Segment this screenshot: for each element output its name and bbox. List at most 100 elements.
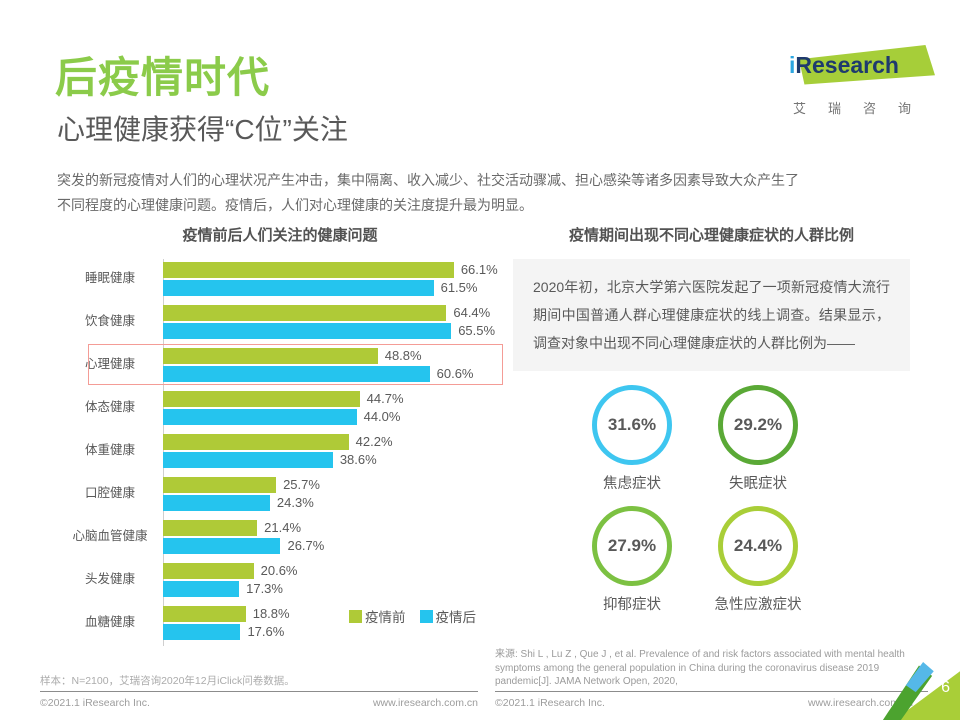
bar-value-label: 61.5% — [440, 280, 478, 295]
bar-value-label: 17.6% — [247, 624, 285, 639]
bar-pair: 25.7% 24.3% — [163, 475, 503, 512]
legend-label: 疫情后 — [435, 610, 477, 625]
bar-疫情前 — [163, 304, 447, 321]
legend-item: 疫情前 — [349, 606, 406, 626]
legend-swatch-icon — [349, 609, 362, 623]
copyright-left: ©2021.1 iResearch Inc. — [40, 697, 150, 709]
kpi-value: 24.4% — [733, 536, 783, 555]
kpi-circle-icon: 29.2% — [718, 385, 798, 465]
bar-value-label: 18.8% — [252, 606, 290, 621]
kpi-value: 27.9% — [607, 536, 657, 555]
bar-value-label: 25.7% — [283, 477, 320, 492]
category-label: 体态健康 — [84, 400, 135, 415]
bar-疫情后 — [163, 322, 452, 339]
footer-right: ©2021.1 iResearch Inc. www.iresearch.com… — [495, 697, 913, 709]
bar-疫情前 — [163, 562, 254, 579]
bar-pair: 20.6% 17.3% — [163, 561, 503, 598]
website-left: www.iresearch.com.cn — [372, 697, 478, 709]
bar-row: 血糖健康 18.8% 17.6% — [57, 601, 503, 644]
bar-疫情前 — [163, 433, 349, 450]
intro-paragraph: 突发的新冠疫情对人们的心理状况产生冲击，集中隔离、收入减少、社交活动骤减、担心感… — [57, 168, 917, 218]
bar-row: 饮食健康 64.4% 65.5% — [57, 300, 503, 343]
intro-line-1: 突发的新冠疫情对人们的心理状况产生冲击，集中隔离、收入减少、社交活动骤减、担心感… — [57, 172, 799, 188]
bar-疫情后 — [163, 451, 333, 468]
logo-brand-text: iResearch — [789, 52, 899, 79]
footer-divider-right — [495, 691, 928, 692]
kpi-value: 29.2% — [733, 415, 783, 434]
kpi-label: 失眠症状 — [729, 476, 787, 492]
footer-left: ©2021.1 iResearch Inc. www.iresearch.com… — [40, 697, 478, 709]
category-label: 饮食健康 — [84, 314, 135, 329]
bar-疫情后 — [163, 365, 430, 382]
footer-divider-left — [40, 691, 478, 692]
bar-value-label: 42.2% — [355, 434, 393, 449]
bar-value-label: 65.5% — [458, 323, 496, 338]
bar-row: 心理健康 48.8% 60.6% — [57, 343, 503, 386]
bar-pair: 66.1% 61.5% — [163, 260, 503, 297]
bar-chart-section: 疫情前后人们关注的健康问题 疫情前 疫情后 睡眠健康 66.1% 61.5% 饮食健康 6… — [57, 224, 503, 646]
website-right: www.iresearch.com.cn — [807, 697, 913, 709]
bar-value-label: 48.8% — [384, 348, 422, 363]
survey-note-box: 2020年初，北京大学第六医院发起了一项新冠疫情大流行期间中国普通人群心理健康症… — [513, 259, 910, 371]
bar-value-label: 21.4% — [264, 520, 302, 535]
bar-pair: 64.4% 65.5% — [163, 303, 503, 340]
bar-pair: 48.8% 60.6% — [163, 346, 503, 383]
bar-row: 心脑血管健康 21.4% 26.7% — [57, 515, 503, 558]
sample-note: 样本：N=2100，艾瑞咨询2020年12月iClick问卷数据。 — [40, 675, 295, 687]
iresearch-logo: iResearch 艾瑞咨询 — [783, 42, 939, 117]
bar-legend: 疫情前 疫情后 — [349, 606, 476, 626]
bar-row: 体态健康 44.7% 44.0% — [57, 386, 503, 429]
category-label: 心脑血管健康 — [72, 529, 148, 544]
bar-疫情后 — [163, 494, 270, 511]
kpi-cell: 27.9% 抑郁症状 — [569, 506, 695, 614]
bar-疫情后 — [163, 580, 240, 597]
bar-value-label: 66.1% — [460, 262, 498, 277]
kpi-section-title: 疫情期间出现不同心理健康症状的人群比例 — [568, 227, 854, 244]
bar-疫情后 — [163, 537, 281, 554]
logo-brand-rest: Research — [795, 52, 899, 78]
category-label: 血糖健康 — [84, 615, 135, 630]
bar-疫情后 — [163, 279, 434, 296]
kpi-label: 焦虑症状 — [603, 476, 661, 492]
bar-value-label: 44.0% — [363, 409, 401, 424]
bar-value-label: 24.3% — [276, 495, 314, 510]
bar-row: 头发健康 20.6% 17.3% — [57, 558, 503, 601]
copyright-right: ©2021.1 iResearch Inc. — [495, 697, 605, 709]
kpi-section: 疫情期间出现不同心理健康症状的人群比例 2020年初，北京大学第六医院发起了一项… — [513, 224, 910, 627]
page-subtitle: 心理健康获得“C位”关注 — [57, 114, 348, 145]
page-title: 后疫情时代 — [55, 54, 271, 101]
bar-疫情前 — [163, 390, 360, 407]
kpi-cell: 29.2% 失眠症状 — [695, 385, 821, 493]
bar-value-label: 44.7% — [366, 391, 404, 406]
bar-pair: 18.8% 17.6% — [163, 604, 503, 641]
legend-label: 疫情前 — [365, 610, 406, 625]
category-label: 口腔健康 — [84, 486, 135, 501]
bar-row: 口腔健康 25.7% 24.3% — [57, 472, 503, 515]
logo-brand-i: i — [789, 52, 796, 78]
kpi-label: 急性应激症状 — [714, 597, 802, 613]
logo-chinese-name: 艾瑞咨询 — [793, 101, 934, 116]
kpi-circle-icon: 24.4% — [718, 506, 798, 586]
bar-疫情后 — [163, 623, 241, 640]
bar-疫情前 — [163, 476, 277, 493]
bar-pair: 21.4% 26.7% — [163, 518, 503, 555]
intro-line-2: 不同程度的心理健康问题。疫情后，人们对心理健康的关注度提升最为明显。 — [57, 197, 533, 213]
bar-value-label: 17.3% — [246, 581, 283, 596]
bar-疫情前 — [163, 261, 454, 278]
bar-value-label: 60.6% — [436, 366, 474, 381]
logo-mark: iResearch — [783, 42, 939, 90]
legend-swatch-icon — [419, 609, 433, 623]
bar-疫情前 — [163, 519, 258, 536]
kpi-grid: 31.6% 焦虑症状 29.2% 失眠症状 27.9% 抑郁症状 24.4% 急性应激症状 — [569, 385, 821, 627]
category-label: 心理健康 — [84, 357, 135, 372]
bar-pair: 42.2% 38.6% — [163, 432, 503, 469]
bar-value-label: 38.6% — [339, 452, 377, 467]
bar-疫情前 — [163, 347, 378, 364]
legend-item: 疫情后 — [419, 606, 477, 626]
bar-row: 睡眠健康 66.1% 61.5% — [57, 257, 503, 300]
bar-chart-body: 疫情前 疫情后 睡眠健康 66.1% 61.5% 饮食健康 64.4% 65.5% 心理健康 4… — [57, 257, 503, 646]
bar-疫情前 — [163, 605, 246, 622]
corner-decoration: 6 — [878, 662, 960, 720]
bar-pair: 44.7% 44.0% — [163, 389, 503, 426]
